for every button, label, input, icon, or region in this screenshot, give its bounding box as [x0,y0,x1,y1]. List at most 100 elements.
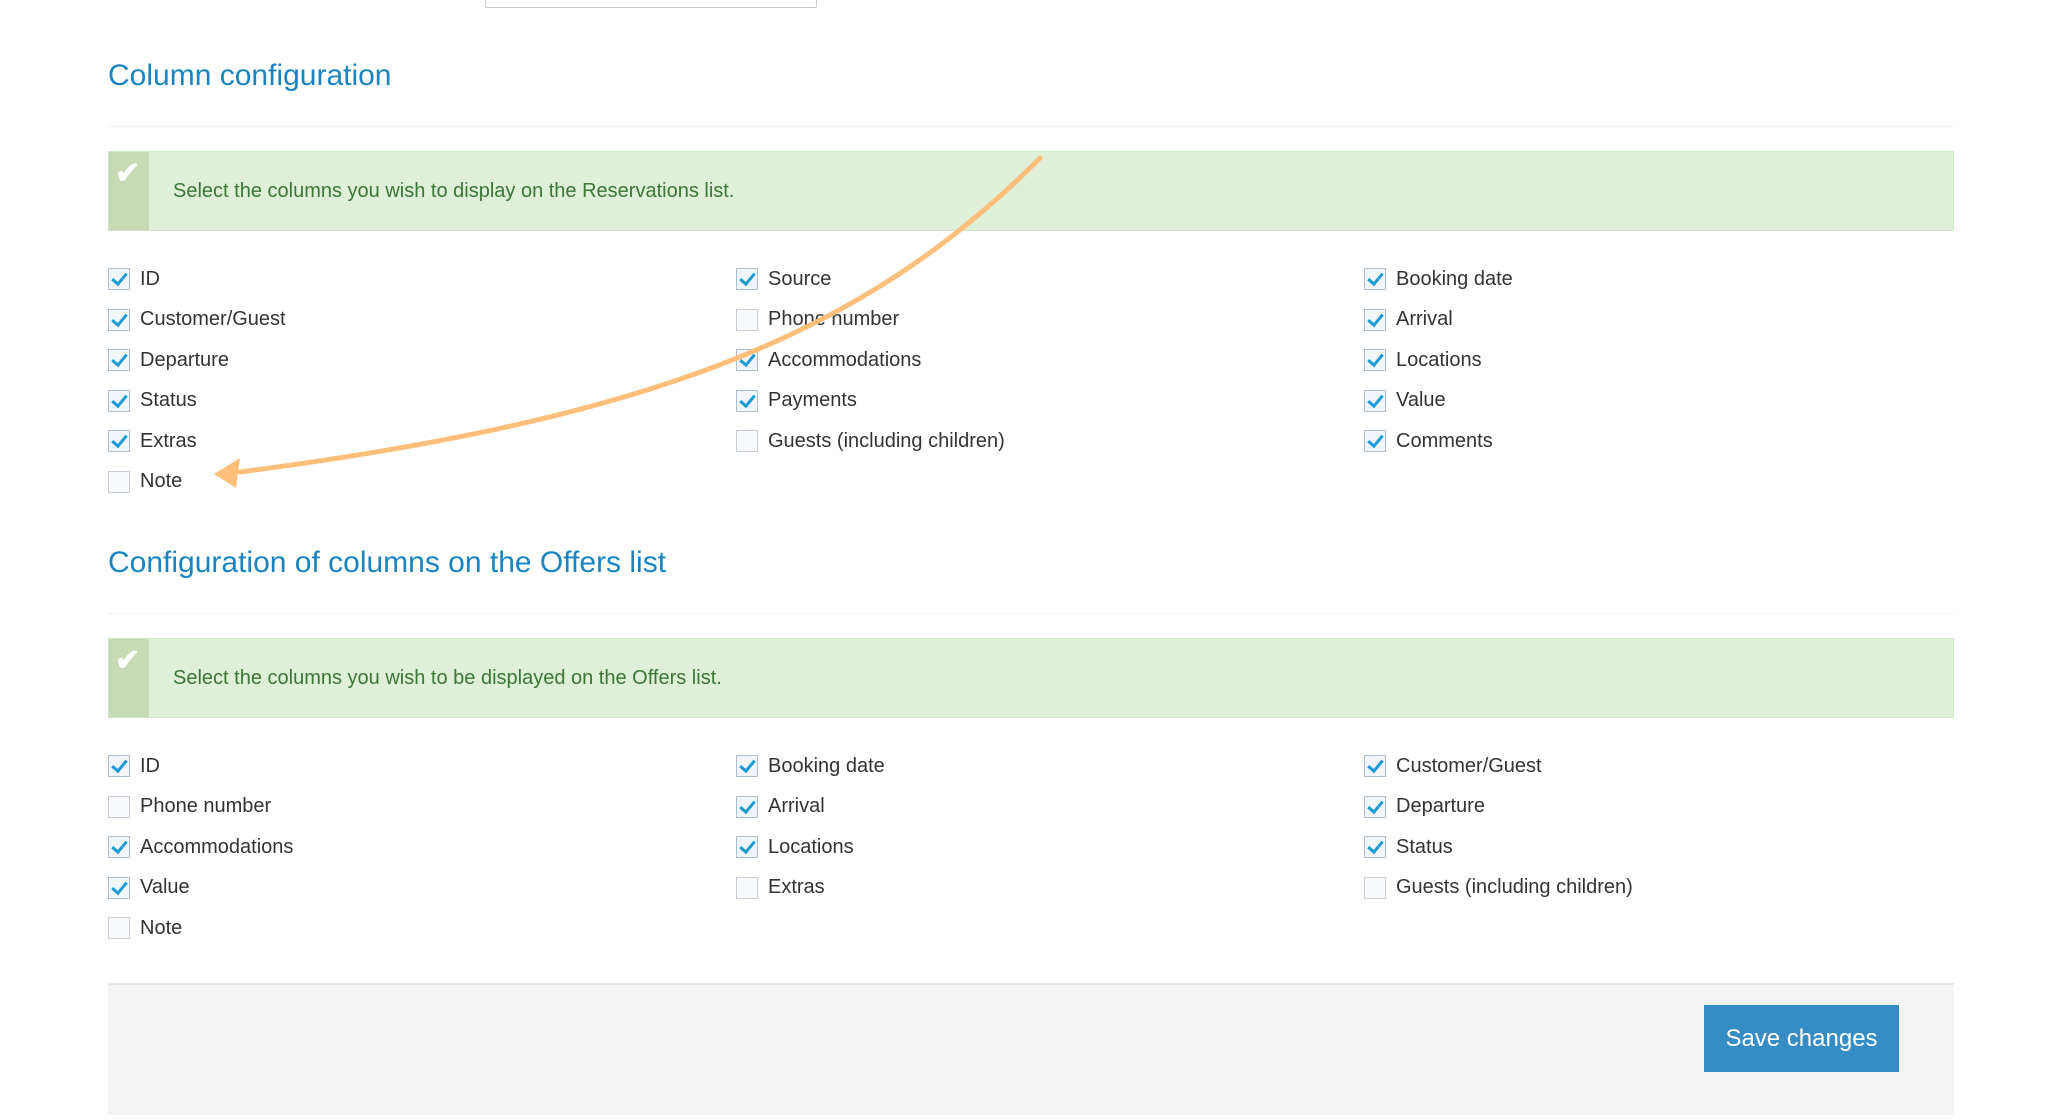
checkbox[interactable] [108,268,130,290]
column-option[interactable]: Note [108,470,736,494]
column-option[interactable]: Phone number [736,308,1364,332]
checkbox[interactable] [736,308,758,331]
top-input-field[interactable] [485,0,817,8]
check-icon: ✔ [115,644,141,677]
checkbox-label: Phone number [140,795,272,817]
checkbox[interactable] [1364,349,1386,371]
checkbox-label: Guests (including children) [768,429,1005,452]
column-option[interactable]: Status [108,389,736,413]
checkbox-label: Comments [1396,429,1493,452]
checkbox-label: Value [140,876,190,898]
reservations-column-section: Column configuration ✔ Select the column… [108,52,1954,494]
section-title: Configuration of columns on the Offers l… [108,546,667,579]
column-option[interactable]: Guests (including children) [736,429,1364,453]
checkbox[interactable] [1364,836,1386,858]
checkbox-label: Value [1396,389,1446,411]
column-option[interactable]: Booking date [736,754,1364,778]
checkbox-label: Guests (including children) [1396,876,1633,898]
column-option[interactable]: Arrival [1364,308,1954,332]
checkbox[interactable] [1364,430,1386,452]
checkbox-label: Customer/Guest [1396,754,1542,777]
column-option[interactable]: Value [1364,389,1954,413]
divider [108,126,1954,127]
column-option[interactable]: Status [1364,835,1954,859]
checkbox-label: Departure [140,348,229,371]
checkbox[interactable] [736,755,758,777]
checkbox[interactable] [736,795,758,818]
checkbox[interactable] [1364,795,1386,818]
column-option[interactable]: ID [108,754,736,778]
column-option[interactable]: Value [108,876,736,900]
column-option[interactable]: Customer/Guest [108,308,736,332]
form-footer: Save changes [108,983,1954,1115]
alert-message: Select the columns you wish to display o… [173,180,735,202]
checkbox-label: Note [140,470,183,492]
checkbox[interactable] [1364,876,1386,899]
checkbox[interactable] [108,389,130,412]
checkbox[interactable] [108,308,130,331]
checkbox-label: Arrival [1396,308,1453,330]
checkbox[interactable] [736,836,758,858]
checkbox[interactable] [108,917,130,939]
column-option[interactable]: Comments [1364,429,1954,453]
checkbox[interactable] [1364,755,1386,777]
check-icon: ✔ [115,157,141,190]
checkbox-label: Extras [768,876,825,898]
info-alert: ✔ Select the columns you wish to be disp… [108,638,1954,718]
column-option[interactable]: Phone number [108,795,736,819]
checkbox[interactable] [108,755,130,777]
column-option[interactable]: Extras [736,876,1364,900]
checkbox[interactable] [736,389,758,412]
checkbox[interactable] [1364,308,1386,331]
checkbox[interactable] [1364,268,1386,290]
column-option[interactable]: Locations [736,835,1364,859]
column-option[interactable]: ID [108,267,736,291]
checkbox-label: Note [140,916,183,939]
checkbox[interactable] [736,876,758,899]
column-option[interactable]: Source [736,267,1364,291]
column-option[interactable]: Departure [1364,795,1954,819]
column-option[interactable]: Departure [108,348,736,372]
column-option[interactable]: Guests (including children) [1364,876,1954,900]
checkbox-label: Extras [140,429,197,452]
checkbox-label: Booking date [768,754,885,777]
checkbox-label: Customer/Guest [140,308,286,330]
checkbox[interactable] [108,470,130,493]
checkbox[interactable] [108,876,130,899]
column-checkbox-grid: ID Booking date Customer/Guest Phone number… [108,754,1954,940]
checkbox[interactable] [736,349,758,371]
checkbox-label: Payments [768,389,857,411]
checkbox[interactable] [736,268,758,290]
column-option[interactable]: Arrival [736,795,1364,819]
checkbox-label: Accommodations [140,835,294,858]
checkbox-label: Locations [1396,348,1482,371]
column-option[interactable]: Accommodations [108,835,736,859]
checkbox-label: Locations [768,835,854,858]
alert-message: Select the columns you wish to be displa… [173,667,722,689]
column-option[interactable]: Customer/Guest [1364,754,1954,778]
divider [108,613,1954,614]
checkbox-label: Phone number [768,308,900,330]
checkbox[interactable] [1364,389,1386,412]
checkbox[interactable] [108,430,130,452]
info-alert: ✔ Select the columns you wish to display… [108,151,1954,231]
checkbox-label: ID [140,754,160,777]
column-option[interactable]: Locations [1364,348,1954,372]
checkbox-label: Arrival [768,795,825,817]
checkbox[interactable] [108,836,130,858]
checkbox-label: Source [768,267,832,290]
checkbox[interactable] [108,349,130,371]
save-changes-button[interactable]: Save changes [1704,1005,1899,1072]
checkbox-label: ID [140,267,160,290]
checkbox[interactable] [736,430,758,452]
column-option[interactable]: Accommodations [736,348,1364,372]
section-title: Column configuration [108,59,392,92]
checkbox-label: Booking date [1396,267,1513,290]
column-option[interactable]: Extras [108,429,736,453]
column-option[interactable]: Payments [736,389,1364,413]
checkbox[interactable] [108,795,130,818]
column-option[interactable]: Booking date [1364,267,1954,291]
checkbox-label: Status [1396,835,1453,858]
checkbox-label: Departure [1396,795,1485,817]
column-option[interactable]: Note [108,916,736,940]
